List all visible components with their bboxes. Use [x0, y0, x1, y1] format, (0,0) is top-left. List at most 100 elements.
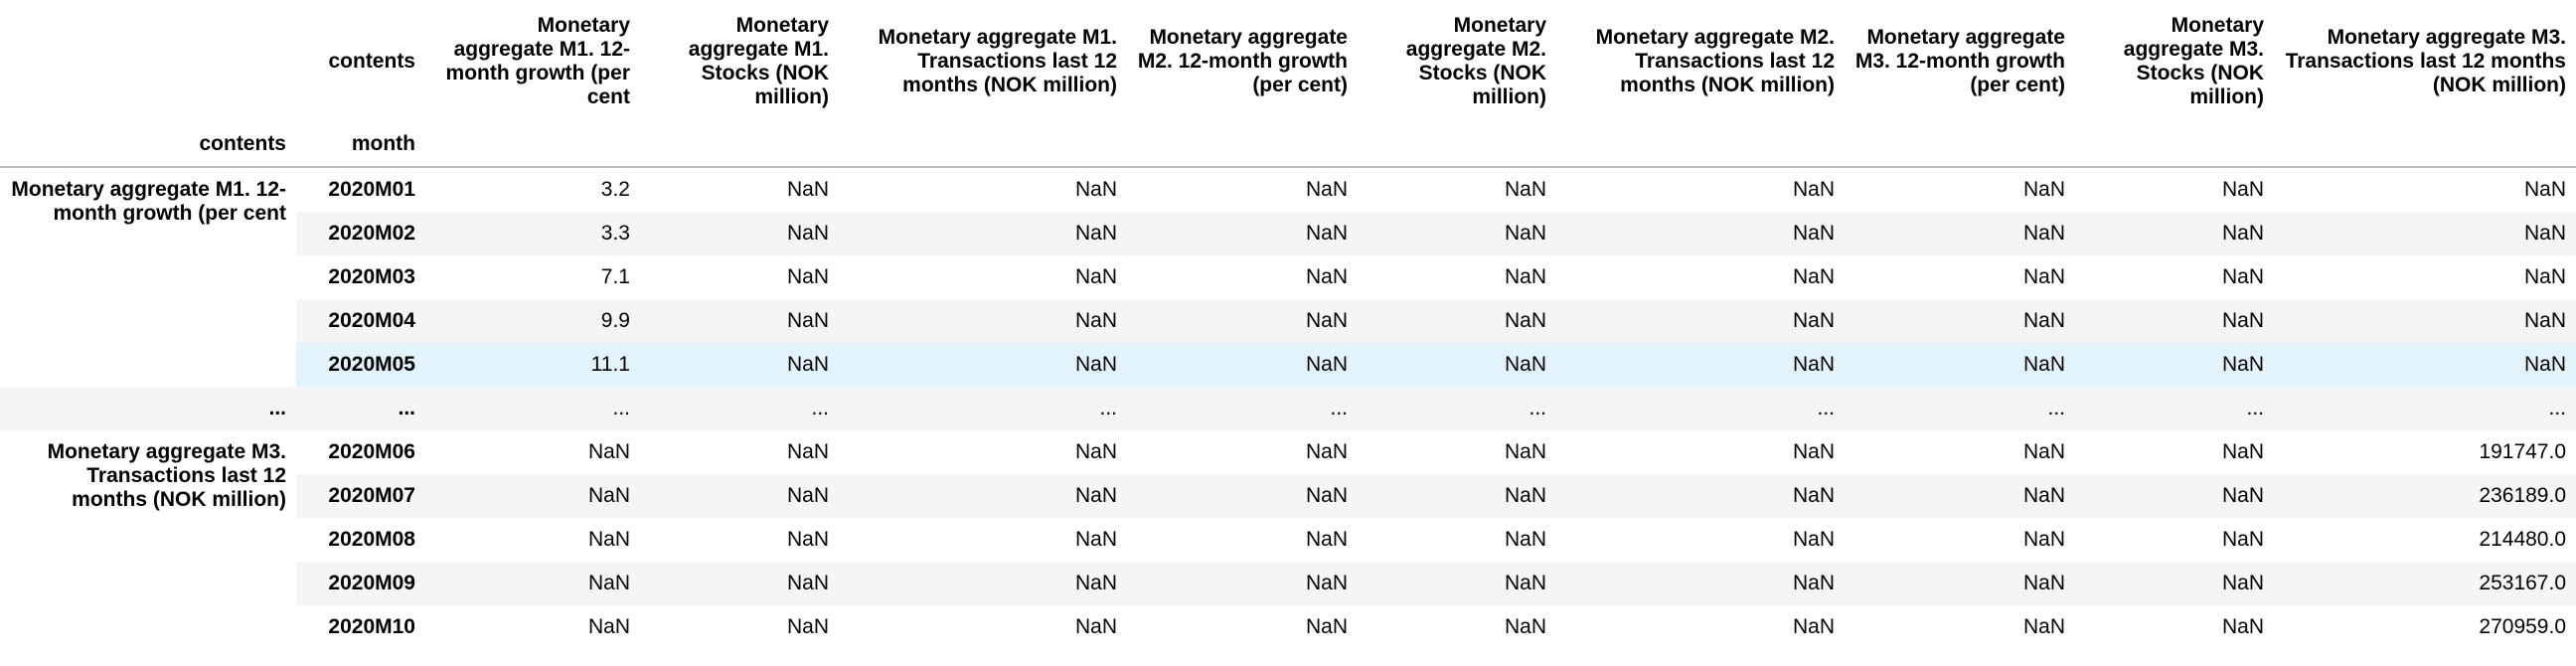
- cell-value: NaN: [2274, 255, 2576, 299]
- column-header: Monetary aggregate M1. Stocks (NOK milli…: [688, 13, 829, 108]
- index-name-month: month: [296, 122, 425, 168]
- cell-value: NaN: [839, 562, 1127, 605]
- table-row: 2020M05 11.1 NaN NaN NaN NaN NaN NaN NaN NaN: [0, 343, 2576, 387]
- cell-value: NaN: [1845, 212, 2075, 255]
- cell-value: NaN: [839, 474, 1127, 518]
- cell-value: NaN: [839, 430, 1127, 474]
- cell-value: NaN: [2274, 343, 2576, 387]
- cell-value: NaN: [1556, 167, 1845, 212]
- cell-value: NaN: [640, 562, 839, 605]
- cell-value: NaN: [1127, 605, 1358, 649]
- cell-value: NaN: [640, 518, 839, 562]
- header-spacer: [2274, 122, 2576, 168]
- cell-value: NaN: [839, 343, 1127, 387]
- table-row: 2020M03 7.1 NaN NaN NaN NaN NaN NaN NaN NaN: [0, 255, 2576, 299]
- cell-value: NaN: [1845, 430, 2075, 474]
- cell-value: NaN: [2075, 299, 2274, 343]
- cell-value: NaN: [640, 212, 839, 255]
- cell-value: 191747.0: [2274, 430, 2576, 474]
- header-spacer: [1556, 122, 1845, 168]
- cell-value: ...: [2274, 387, 2576, 430]
- row-group-label: Monetary aggregate M1. 12-month growth (…: [0, 167, 296, 387]
- cell-value: ...: [425, 387, 640, 430]
- cell-value: NaN: [2075, 605, 2274, 649]
- cell-value: NaN: [640, 167, 839, 212]
- cell-value: 9.9: [425, 299, 640, 343]
- cell-value: NaN: [1358, 562, 1556, 605]
- cell-value: NaN: [1127, 562, 1358, 605]
- index-name-row: contents month: [0, 122, 2576, 168]
- cell-value: NaN: [1556, 430, 1845, 474]
- cell-value: NaN: [839, 167, 1127, 212]
- cell-value: NaN: [1358, 430, 1556, 474]
- cell-value: ...: [1358, 387, 1556, 430]
- row-group-label: Monetary aggregate M3. Transactions last…: [0, 430, 296, 649]
- row-index-month: 2020M07: [296, 474, 425, 518]
- cell-value: NaN: [1556, 474, 1845, 518]
- columns-name-label: contents: [328, 49, 415, 73]
- cell-value: NaN: [1556, 212, 1845, 255]
- column-header: Monetary aggregate M2. Transactions last…: [1595, 25, 1835, 96]
- row-index-month: ...: [296, 387, 425, 430]
- table-row: 2020M02 3.3 NaN NaN NaN NaN NaN NaN NaN NaN: [0, 212, 2576, 255]
- cell-value: ...: [1127, 387, 1358, 430]
- cell-value: NaN: [1358, 299, 1556, 343]
- table-header: contents Monetary aggregate M1. 12-month…: [0, 0, 2576, 168]
- cell-value: NaN: [425, 562, 640, 605]
- cell-value: NaN: [1127, 167, 1358, 212]
- cell-value: NaN: [1845, 299, 2075, 343]
- cell-value: NaN: [2075, 167, 2274, 212]
- header-spacer: [640, 122, 839, 168]
- cell-value: NaN: [839, 299, 1127, 343]
- row-index-month: 2020M04: [296, 299, 425, 343]
- cell-value: NaN: [1845, 518, 2075, 562]
- header-blank-cell: [0, 0, 296, 122]
- column-header: Monetary aggregate M3. 12-month growth (…: [1854, 25, 2065, 96]
- cell-value: NaN: [2075, 212, 2274, 255]
- cell-value: ...: [1845, 387, 2075, 430]
- table-row: 2020M07 NaN NaN NaN NaN NaN NaN NaN NaN 236189.0: [0, 474, 2576, 518]
- cell-value: 236189.0: [2274, 474, 2576, 518]
- cell-value: NaN: [1358, 255, 1556, 299]
- cell-value: 3.3: [425, 212, 640, 255]
- cell-value: 270959.0: [2274, 605, 2576, 649]
- row-index-month: 2020M03: [296, 255, 425, 299]
- row-index-month: 2020M06: [296, 430, 425, 474]
- cell-value: 7.1: [425, 255, 640, 299]
- cell-value: NaN: [1845, 255, 2075, 299]
- header-spacer: [1845, 122, 2075, 168]
- dataframe-table: contents Monetary aggregate M1. 12-month…: [0, 0, 2576, 649]
- cell-value: NaN: [425, 605, 640, 649]
- cell-value: NaN: [2075, 430, 2274, 474]
- cell-value: NaN: [1358, 474, 1556, 518]
- table-row: Monetary aggregate M1. 12-month growth (…: [0, 167, 2576, 387]
- cell-value: ...: [2075, 387, 2274, 430]
- column-header: Monetary aggregate M2. Stocks (NOK milli…: [1405, 13, 1546, 108]
- cell-value: NaN: [2075, 562, 2274, 605]
- cell-value: NaN: [1556, 562, 1845, 605]
- column-header: Monetary aggregate M2. 12-month growth (…: [1137, 25, 1348, 96]
- table-row: 2020M04 9.9 NaN NaN NaN NaN NaN NaN NaN NaN: [0, 299, 2576, 343]
- row-index-month: 2020M10: [296, 605, 425, 649]
- column-header: Monetary aggregate M1. 12-month growth (…: [445, 13, 630, 108]
- column-header-row: contents Monetary aggregate M1. 12-month…: [0, 0, 2576, 122]
- column-header: Monetary aggregate M3. Stocks (NOK milli…: [2123, 13, 2264, 108]
- row-group-label: ...: [0, 387, 296, 430]
- cell-value: NaN: [425, 474, 640, 518]
- index-name-contents: contents: [0, 122, 296, 168]
- cell-value: NaN: [1127, 255, 1358, 299]
- cell-value: NaN: [1358, 212, 1556, 255]
- header-spacer: [2075, 122, 2274, 168]
- row-index-month: 2020M01: [296, 167, 425, 212]
- cell-value: NaN: [640, 343, 839, 387]
- cell-value: NaN: [1358, 518, 1556, 562]
- cell-value: NaN: [1845, 167, 2075, 212]
- cell-value: NaN: [425, 518, 640, 562]
- table-row: 2020M09 NaN NaN NaN NaN NaN NaN NaN NaN 253167.0: [0, 562, 2576, 605]
- cell-value: NaN: [1127, 212, 1358, 255]
- cell-value: NaN: [2274, 167, 2576, 212]
- cell-value: NaN: [839, 518, 1127, 562]
- cell-value: NaN: [1358, 605, 1556, 649]
- cell-value: NaN: [1845, 605, 2075, 649]
- cell-value: NaN: [640, 430, 839, 474]
